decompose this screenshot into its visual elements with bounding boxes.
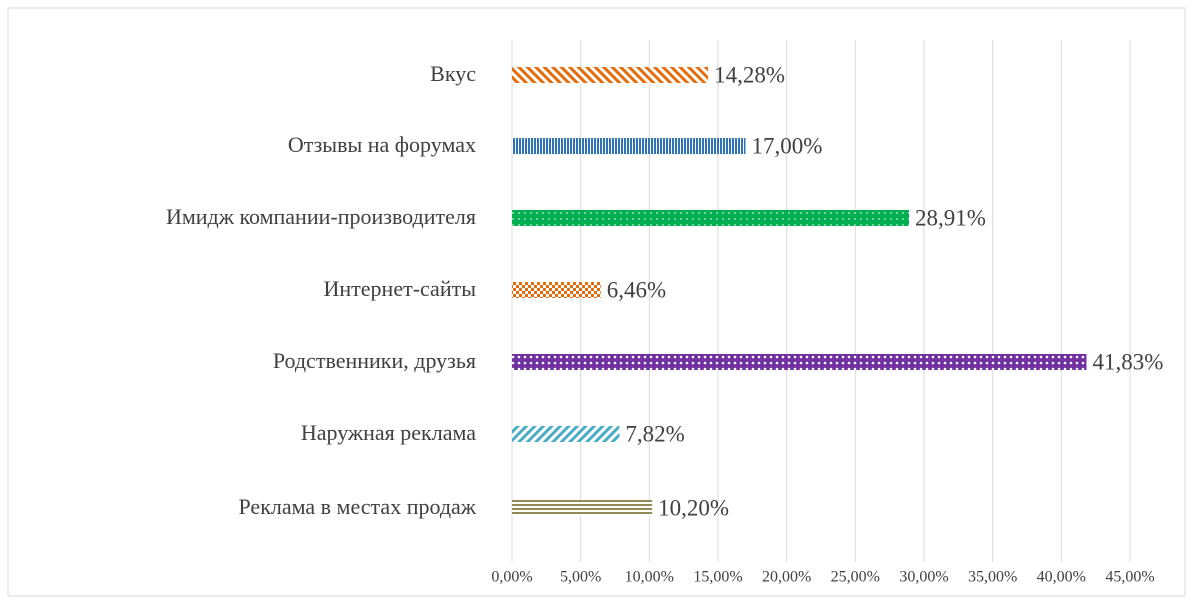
value-label: 17,00% (751, 133, 822, 158)
x-tick-label: 45,00% (1105, 569, 1154, 586)
x-tick-label: 25,00% (831, 569, 880, 586)
category-label: Родственники, друзья (273, 348, 476, 373)
x-tick-label: 35,00% (968, 569, 1017, 586)
bar (512, 354, 1087, 370)
value-label: 10,20% (658, 495, 729, 520)
value-label: 28,91% (915, 205, 986, 230)
x-tick-label: 5,00% (560, 569, 601, 586)
bar (512, 282, 601, 298)
x-tick-label: 10,00% (625, 569, 674, 586)
value-label: 6,46% (607, 277, 666, 302)
chart-border (7, 7, 1186, 597)
bar (512, 67, 709, 83)
bar (512, 426, 620, 442)
category-label: Вкус (430, 61, 476, 86)
category-label: Отзывы на форумах (288, 132, 476, 157)
value-label: 41,83% (1092, 349, 1163, 374)
category-label: Интернет-сайты (324, 276, 477, 301)
category-label: Имидж компании-производителя (166, 204, 476, 229)
x-tick-label: 15,00% (693, 569, 742, 586)
x-tick-label: 30,00% (899, 569, 948, 586)
x-tick-label: 40,00% (1037, 569, 1086, 586)
x-tick-label: 20,00% (762, 569, 811, 586)
value-label: 7,82% (625, 421, 684, 446)
value-label: 14,28% (714, 62, 785, 87)
bar (512, 500, 653, 516)
x-tick-label: 0,00% (491, 569, 532, 586)
bar (512, 138, 746, 154)
bar (512, 210, 910, 226)
category-label: Реклама в местах продаж (238, 494, 476, 519)
category-label: Наружная реклама (301, 420, 476, 445)
